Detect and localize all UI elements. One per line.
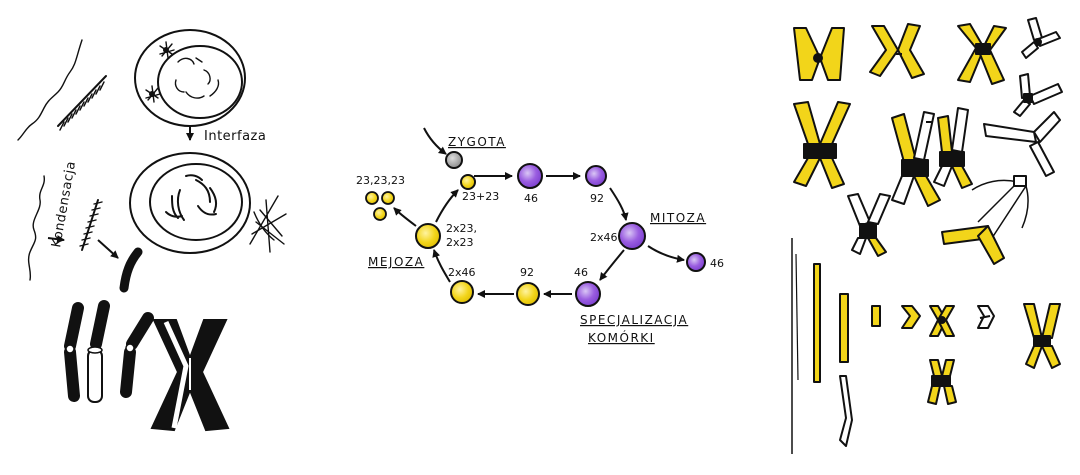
- count-92-bottom: 92: [520, 266, 534, 279]
- chromosome-x-white-1: [1021, 17, 1061, 59]
- zygote-label: ZYGOTA: [448, 135, 506, 149]
- count-meiosis-1: 2x23,: [446, 222, 477, 235]
- chromosome-black-1: [64, 302, 84, 402]
- arrow-meiosis-to-gametes: [393, 207, 417, 227]
- specialization-label-1: SPECJALIZACJA: [580, 313, 688, 327]
- count-2x46-right: 2x46: [590, 231, 618, 244]
- chromosome-x-white-2: [1013, 73, 1063, 117]
- interphase-cell-top: [134, 29, 246, 127]
- condensation-strand: [27, 175, 46, 281]
- chromosome-x-small-bottom: [927, 359, 957, 405]
- chromosome-black-2: [120, 312, 154, 398]
- gamete-cell: [381, 191, 395, 205]
- chromosome-x-yellow-1: [793, 27, 845, 81]
- middle-panel: ZYGOTA 23+23 46 92 MITOZA 2x46 46 46 SPE…: [356, 127, 724, 345]
- chromosome-x-white-yellow: [933, 107, 973, 189]
- cell-46-bottom: [575, 281, 601, 307]
- chromosome-x-yellow-3: [957, 23, 1007, 85]
- cell-46-top: [517, 163, 543, 189]
- chromosome-v-yellow: [941, 225, 1005, 265]
- meiosis-label: MEJOZA: [368, 255, 424, 269]
- spindle-attachment: [971, 175, 1029, 239]
- gamete-cell: [365, 191, 379, 205]
- count-zygote-gametes: 23+23: [462, 190, 499, 203]
- cell-meiosis: [415, 223, 441, 249]
- condensed-rod: [79, 199, 103, 251]
- condensation-label: Kondensacja: [49, 160, 79, 249]
- specialization-label-2: KOMÓRKI: [588, 330, 655, 345]
- chromosome-x-white-3: [847, 193, 891, 257]
- gamete-cell: [373, 207, 387, 221]
- interphase-cell-bottom: [129, 152, 251, 254]
- arrow-meiosis-to-zygote: [435, 189, 459, 223]
- count-gametes: 23,23,23: [356, 174, 405, 187]
- count-meiosis-2: 2x23: [446, 236, 474, 249]
- condensed-chromosome: [119, 247, 143, 293]
- cell-92-bottom: [516, 282, 540, 306]
- zygote-in-arrow: [423, 127, 447, 155]
- count-46-top: 46: [524, 192, 538, 205]
- count-2x46-bottom: 2x46: [448, 266, 476, 279]
- arrow-2x46-to-meiosis: [432, 249, 451, 283]
- count-46-bottom: 46: [574, 266, 588, 279]
- vertical-strands: [791, 238, 853, 454]
- arrow-92-to-mitosis: [609, 187, 629, 221]
- chromosome-x-yellow-large: [793, 101, 851, 189]
- chromosome-x-yellow-2: [869, 23, 925, 79]
- spindle-sketch: [249, 195, 287, 253]
- condensation-arrow: [47, 235, 65, 244]
- small-chromosomes: [871, 303, 1061, 369]
- cell-2x46: [618, 222, 646, 250]
- gamete-cell-top: [460, 174, 476, 190]
- chromosome-v-white: [983, 111, 1061, 177]
- count-92-top: 92: [590, 192, 604, 205]
- right-panel: [791, 17, 1063, 454]
- zygote-cell: [445, 151, 463, 169]
- arrow-mitosis-to-specialization: [599, 249, 625, 281]
- chromosome-x-large: [150, 319, 230, 432]
- chromosome-white-1: [87, 300, 110, 403]
- mitosis-label: MITOZA: [650, 211, 706, 225]
- chromosome-x-yellow-white: [891, 111, 941, 207]
- gamete-cells: [365, 191, 395, 221]
- cell-2x46-bottom: [450, 280, 474, 304]
- left-panel: Interfaza Kondensacja: [17, 29, 287, 432]
- cell-92-top: [585, 165, 607, 187]
- arrow-mitosis-branch: [647, 245, 685, 263]
- chromatin-strand: [17, 39, 83, 141]
- condensation-arrow-2: [97, 239, 119, 259]
- count-46-branch: 46: [710, 257, 724, 270]
- cell-46-branch: [686, 252, 706, 272]
- interphase-label: Interfaza: [204, 129, 266, 144]
- coiled-strand: [57, 75, 107, 131]
